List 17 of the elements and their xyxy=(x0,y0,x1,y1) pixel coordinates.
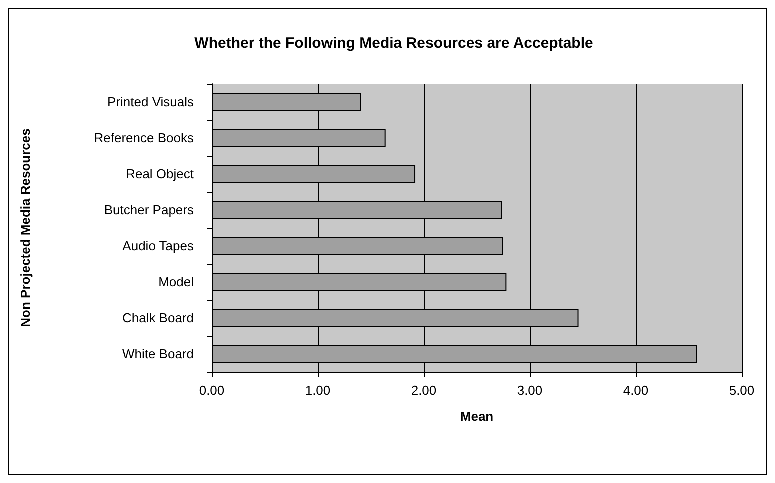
x-axis-title: Mean xyxy=(460,409,494,424)
x-tick-label: 4.00 xyxy=(623,383,649,398)
y-tick-label: White Board xyxy=(122,346,194,362)
y-tick-label: Audio Tapes xyxy=(122,238,194,254)
y-tick-label: Real Object xyxy=(126,166,194,182)
x-tick-label: 1.00 xyxy=(305,383,331,398)
y-axis-title: Non Projected Media Resources xyxy=(18,128,33,328)
x-tick-label: 0.00 xyxy=(199,383,225,398)
chart-title: Whether the Following Media Resources are Acceptable xyxy=(194,35,594,52)
y-tick-label: Butcher Papers xyxy=(104,202,194,218)
x-tick-label: 5.00 xyxy=(729,383,755,398)
y-tick-label: Printed Visuals xyxy=(108,94,194,110)
y-tick-label: Reference Books xyxy=(94,130,194,146)
y-tick-label: Model xyxy=(158,274,194,290)
x-tick-label: 3.00 xyxy=(517,383,543,398)
y-tick-label: Chalk Board xyxy=(122,310,194,326)
x-tick-label: 2.00 xyxy=(411,383,437,398)
